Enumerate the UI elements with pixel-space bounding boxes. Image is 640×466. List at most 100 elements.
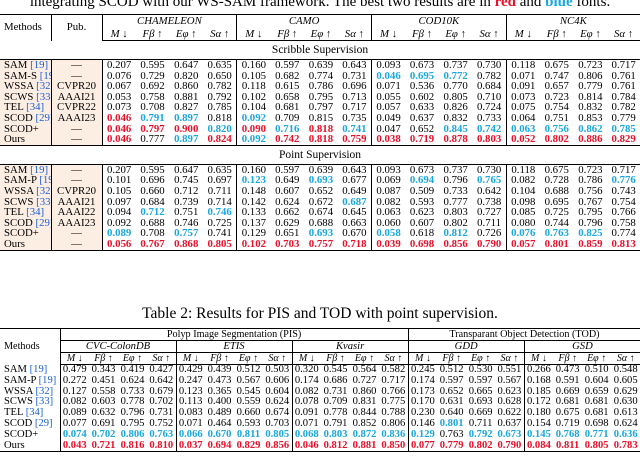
citation: [19] — [39, 70, 50, 82]
metric-value: 0.056 — [101, 238, 136, 251]
metric-value: 0.133 — [236, 207, 271, 218]
metric-value: 0.624 — [613, 418, 638, 429]
metric-value: 0.806 — [120, 429, 145, 440]
metric-value: 0.123 — [236, 175, 271, 186]
metric-value: 0.630 — [613, 397, 638, 408]
metric-value: 0.118 — [505, 164, 540, 176]
metric-value: 0.693 — [308, 175, 334, 186]
method-name: WSSA [32] — [0, 185, 52, 197]
metric-value: 0.686 — [323, 375, 348, 386]
metric-value: 0.788 — [381, 408, 406, 419]
metric-value: 0.681 — [555, 397, 580, 408]
metric-header: Sα ↑ — [472, 28, 507, 41]
metric-value: 0.104 — [505, 185, 540, 197]
metric-value: 0.559 — [236, 397, 261, 408]
metric-value: 0.805 — [443, 91, 468, 103]
metric-value: 0.645 — [342, 207, 367, 218]
method-name: SAM [19] — [0, 364, 61, 376]
metric-value: 0.037 — [175, 440, 205, 453]
venue: — — [51, 134, 103, 146]
metric-value: 0.711 — [207, 185, 232, 197]
metric-value: 0.860 — [174, 81, 199, 92]
method-name: SCOD [29] — [0, 217, 52, 229]
metric-value: 0.102 — [236, 91, 271, 103]
metric-value: 0.272 — [62, 375, 87, 386]
metric-value: 0.160 — [236, 164, 271, 176]
metric-value: 0.639 — [308, 59, 334, 71]
table2-results-pis-tod: Methods Polyp Image Segmentation (PIS) T… — [0, 328, 640, 453]
metric-value: 0.677 — [342, 175, 367, 186]
metric-value: 0.597 — [275, 59, 300, 71]
metric-value: 0.803 — [443, 207, 468, 218]
metric-value: 0.723 — [578, 164, 603, 176]
metric-value: 0.746 — [174, 217, 199, 229]
metric-value: 0.642 — [149, 375, 174, 386]
metric-value: 0.777 — [135, 134, 170, 146]
table-row: SCOD+ —0.089 0.708 0.757 0.741 0.129 0.651 0.69… — [0, 228, 640, 239]
metric-value: 0.702 — [91, 429, 116, 440]
metric-value: 0.832 — [443, 112, 468, 124]
metric-value: 0.725 — [544, 207, 569, 218]
metric-value: 0.802 — [443, 217, 468, 229]
metric-value: 0.779 — [578, 81, 603, 92]
metric-value: 0.824 — [203, 134, 237, 146]
metric-value: 0.711 — [477, 217, 502, 229]
metric-value: 0.503 — [265, 364, 290, 376]
citation: [34] — [26, 207, 45, 218]
metric-value: 0.802 — [539, 134, 574, 146]
dataset-header: CHAMELEON — [101, 14, 237, 28]
metric-value: 0.795 — [308, 91, 334, 103]
venue: — — [51, 59, 103, 71]
metric-value: 0.104 — [236, 102, 271, 113]
metric-value: 0.049 — [370, 112, 406, 124]
metric-value: 0.063 — [370, 207, 406, 218]
citation: [34] — [25, 408, 44, 419]
metric-value: 0.818 — [304, 134, 338, 146]
metric-value: 0.082 — [370, 196, 406, 208]
metric-value: 0.148 — [236, 185, 271, 197]
method-label: Ours — [4, 440, 25, 451]
metric-value: 0.245 — [407, 364, 438, 376]
method-label: SAM — [4, 364, 27, 375]
metric-header: Eφ ↑ — [438, 28, 473, 41]
table-row: SAM-P [19] 0.272 0.451 0.624 0.642 0.247 0.473… — [0, 375, 640, 387]
metric-value: 0.767 — [578, 196, 603, 208]
metric-value: 0.057 — [505, 238, 540, 251]
metric-header: Sα ↑ — [495, 352, 525, 365]
metric-value: 0.076 — [101, 70, 136, 82]
method-name: WSSA [32] — [0, 386, 61, 398]
metric-value: 0.247 — [175, 375, 205, 387]
metric-value: 0.758 — [140, 91, 165, 103]
metric-value: 0.320 — [291, 364, 321, 376]
metric-value: 0.087 — [370, 185, 406, 197]
metric-value: 0.703 — [270, 238, 305, 251]
metric-value: 0.743 — [611, 185, 636, 197]
citation: [19] — [38, 375, 57, 386]
table-row: Ours 0.043 0.721 0.816 0.810 0.037 0.694 0.829 0… — [0, 440, 640, 453]
metric-header: Eφ ↑ — [573, 28, 608, 41]
metric-value: 0.763 — [149, 429, 174, 440]
metric-header: Eφ ↑ — [118, 352, 147, 365]
metric-value: 0.624 — [120, 375, 145, 386]
metric-value: 0.751 — [174, 207, 199, 218]
table-row: SCOD+ —0.046 0.797 0.900 0.820 0.090 0.716 0.81… — [0, 123, 640, 135]
method-label: WSSA — [4, 185, 34, 197]
metric-value: 0.089 — [62, 408, 87, 419]
metric-value: 0.629 — [275, 217, 300, 229]
metric-value: 0.669 — [468, 408, 493, 419]
metric-value: 0.796 — [443, 175, 468, 186]
metric-value: 0.791 — [323, 418, 348, 429]
metric-value: 0.777 — [443, 196, 468, 208]
metric-value: 0.094 — [101, 207, 136, 218]
metric-value: 0.145 — [523, 429, 554, 441]
venue: — — [51, 238, 103, 251]
metric-value: 0.091 — [505, 81, 540, 92]
metric-value: 0.897 — [174, 112, 199, 124]
metric-value: 0.795 — [120, 418, 145, 429]
method-label: SCWS — [4, 397, 33, 408]
metric-value: 0.727 — [352, 375, 377, 386]
metric-value: 0.860 — [352, 386, 377, 397]
method-name: SAM [19] — [0, 164, 52, 176]
metric-value: 0.673 — [409, 164, 435, 176]
